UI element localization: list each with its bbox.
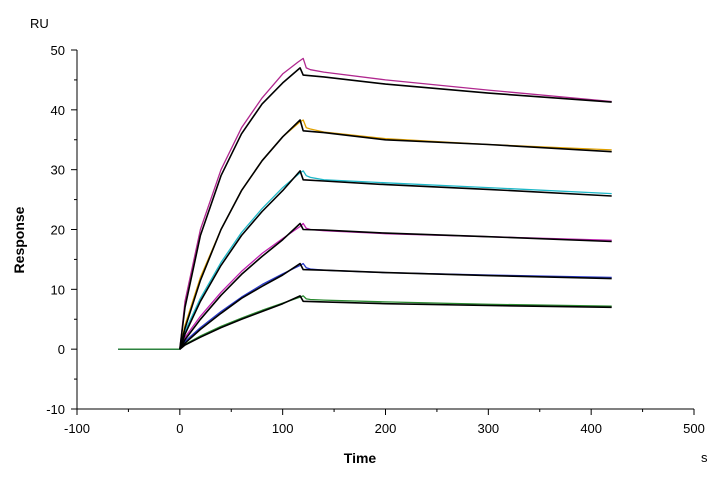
x-axis-title: Time <box>344 450 377 466</box>
measured-curve <box>118 170 612 350</box>
axes <box>76 50 694 410</box>
x-tick-label: 300 <box>477 421 499 436</box>
fit-curve <box>179 119 612 350</box>
y-tick-label: 10 <box>51 282 65 297</box>
y-tick-label: 0 <box>58 342 65 357</box>
x-ticks: -100 0 100 200 300 400 500 <box>64 409 705 436</box>
y-unit-label: RU <box>30 16 49 31</box>
y-ticks: -10 0 10 20 30 40 50 <box>46 43 77 417</box>
x-tick-label: 0 <box>176 421 183 436</box>
y-tick-label: 50 <box>51 43 65 58</box>
y-axis-title: Response <box>11 206 27 273</box>
x-tick-label: 100 <box>272 421 294 436</box>
x-unit-label: s <box>701 450 708 465</box>
fit-curve <box>179 295 612 350</box>
fit-curve <box>179 170 612 350</box>
y-tick-label: 20 <box>51 223 65 238</box>
fit-curve <box>179 222 612 350</box>
y-tick-label: 30 <box>51 163 65 178</box>
fit-curve <box>179 262 612 350</box>
fit-curve <box>179 67 612 350</box>
y-tick-label: 40 <box>51 103 65 118</box>
x-tick-label: 400 <box>580 421 602 436</box>
series-group <box>118 57 612 350</box>
x-tick-label: -100 <box>64 421 90 436</box>
x-tick-label: 500 <box>683 421 705 436</box>
x-tick-label: 200 <box>375 421 397 436</box>
y-tick-label: -10 <box>46 402 65 417</box>
